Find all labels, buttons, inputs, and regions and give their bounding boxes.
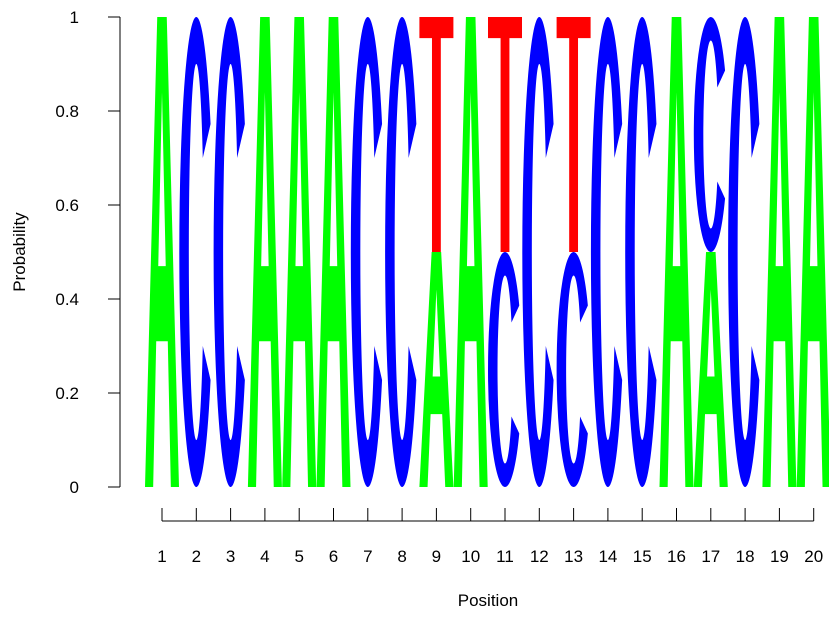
y-axis-label: Probability [10,212,29,292]
position-stack-4 [247,17,282,487]
letter-C [213,17,245,487]
position-stack-9 [419,17,454,487]
position-stack-8 [385,17,417,487]
letter-C [590,16,623,488]
position-stack-11 [488,17,522,488]
x-tick-label: 12 [530,547,549,566]
x-tick-label: 9 [432,547,441,566]
letter-A [247,17,282,487]
x-tick-label: 8 [397,547,406,566]
position-stack-16 [659,17,694,487]
x-tick-label: 19 [770,547,789,566]
x-tick-label: 4 [260,547,269,566]
y-tick-label: 0.6 [55,196,79,215]
letter-A [316,17,351,487]
x-tick-label: 3 [226,547,235,566]
x-tick-label: 5 [294,547,303,566]
x-tick-label: 16 [667,547,686,566]
position-stack-12 [522,17,554,487]
y-axis: 0 0.2 0.4 0.6 0.8 1 [55,8,121,497]
letter-A [796,17,829,487]
y-tick-label: 0.2 [55,384,79,403]
position-stack-17 [693,17,728,487]
x-tick-label: 1 [157,547,166,566]
letter-C [350,17,383,487]
position-stack-13 [556,17,591,487]
letter-C [556,252,588,487]
letter-A [453,17,488,487]
letter-T [488,17,522,252]
position-stack-20 [796,17,829,487]
y-tick-label: 0.8 [55,102,79,121]
x-tick-label: 11 [496,547,514,566]
y-tick-label: 1 [70,8,79,27]
letter-A [762,17,797,487]
x-tick-label: 7 [363,547,372,566]
letter-T [556,17,591,252]
y-tick-label: 0 [70,478,79,497]
letter-C [179,17,211,487]
position-stack-6 [316,17,351,487]
letter-A [282,17,317,487]
x-tick-label: 2 [192,547,201,566]
letter-A [659,17,694,487]
letter-C [522,17,554,487]
x-axis: 1 2 3 4 5 6 7 8 9 10 11 12 13 14 15 16 17 18 19 20 [157,508,823,566]
x-tick-label: 6 [329,547,338,566]
x-tick-label: 20 [804,547,823,566]
x-tick-label: 14 [598,547,617,566]
letter-T [419,17,454,252]
letter-C [625,16,657,488]
position-stack-10 [453,17,488,487]
y-tick-label: 0.4 [55,290,79,309]
position-stack-3 [213,17,245,487]
letter-C [385,17,417,487]
letter-A [693,252,728,487]
x-tick-label: 13 [564,547,583,566]
letter-stacks [145,16,829,488]
letter-C [488,251,520,488]
position-stack-5 [282,17,317,487]
x-axis-label: Position [458,591,518,610]
letter-C [693,17,726,252]
position-stack-7 [350,17,383,487]
position-stack-18 [728,16,760,488]
x-tick-label: 15 [633,547,652,566]
position-stack-2 [179,17,211,487]
x-tick-label: 17 [701,547,720,566]
position-stack-15 [625,16,657,488]
x-tick-label: 10 [461,547,480,566]
letter-A [145,17,179,487]
letter-C [728,16,760,488]
position-stack-14 [590,16,623,488]
letter-A [419,252,454,487]
position-stack-19 [762,17,797,487]
x-tick-label: 18 [736,547,755,566]
position-stack-1 [145,17,179,487]
